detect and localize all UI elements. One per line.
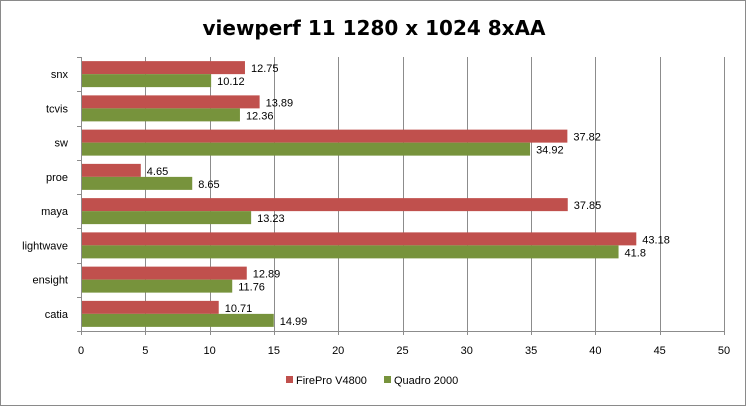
bar-quadro-2000 [81, 176, 193, 190]
legend-swatch-firepro-v4800 [286, 376, 293, 383]
bar-firepro-v4800 [81, 232, 637, 246]
x-tick-label: 15 [268, 345, 280, 357]
x-tick-label: 30 [461, 345, 473, 357]
x-tick-label: 10 [203, 345, 215, 357]
bar-firepro-v4800 [81, 61, 245, 75]
x-tick-label: 50 [718, 345, 730, 357]
category-label: proe [46, 172, 68, 184]
bars [81, 61, 637, 327]
x-tick-label: 0 [78, 345, 84, 357]
bar-quadro-2000 [81, 142, 531, 156]
data-label: 10.12 [217, 76, 245, 88]
data-label: 8.65 [198, 179, 219, 191]
bar-quadro-2000 [81, 313, 274, 327]
data-label: 14.99 [280, 316, 308, 328]
data-label: 13.89 [266, 97, 294, 109]
data-label: 37.85 [574, 200, 602, 212]
data-label: 12.89 [253, 269, 281, 281]
x-tick-label: 45 [654, 345, 666, 357]
bar-firepro-v4800 [81, 129, 568, 143]
data-label: 10.71 [225, 303, 253, 315]
bar-firepro-v4800 [81, 266, 247, 280]
bar-firepro-v4800 [81, 95, 260, 109]
chart-title: viewperf 11 1280 x 1024 8xAA [202, 16, 546, 40]
legend: FirePro V4800 Quadro 2000 [286, 375, 458, 387]
category-label: snx [51, 69, 69, 81]
category-label: sw [55, 138, 69, 150]
legend-swatch-quadro-2000 [384, 376, 391, 383]
category-label: tcvis [46, 103, 69, 115]
data-label: 4.65 [147, 166, 168, 178]
x-tick-label: 5 [142, 345, 148, 357]
bar-quadro-2000 [81, 279, 233, 293]
legend-label: FirePro V4800 [296, 375, 367, 387]
axes [77, 57, 725, 335]
category-label: catia [45, 309, 69, 321]
category-label: ensight [33, 275, 68, 287]
legend-label: Quadro 2000 [394, 375, 458, 387]
bar-firepro-v4800 [81, 198, 568, 212]
bar-firepro-v4800 [81, 300, 219, 314]
x-tick-label: 40 [589, 345, 601, 357]
bar-firepro-v4800 [81, 163, 141, 177]
bar-quadro-2000 [81, 211, 252, 225]
bar-quadro-2000 [81, 245, 619, 259]
data-label: 11.76 [238, 282, 265, 294]
x-tick-label: 25 [396, 345, 408, 357]
data-label: 37.82 [573, 132, 601, 144]
data-label: 12.75 [251, 63, 279, 75]
x-tick-label: 35 [525, 345, 537, 357]
category-label: lightwave [22, 240, 68, 252]
data-label: 13.23 [257, 213, 285, 225]
bar-quadro-2000 [81, 108, 240, 122]
data-label: 41.8 [625, 247, 646, 259]
x-tick-label: 20 [332, 345, 344, 357]
bar-quadro-2000 [81, 74, 212, 88]
data-label: 12.36 [246, 110, 274, 122]
category-label: maya [41, 206, 69, 218]
labels: 0 5 10 15 20 25 30 35 40 45 50 snx 12.75 10.12 tcvis 13… [22, 63, 730, 357]
data-label: 43.18 [642, 234, 670, 246]
data-label: 34.92 [536, 145, 564, 157]
